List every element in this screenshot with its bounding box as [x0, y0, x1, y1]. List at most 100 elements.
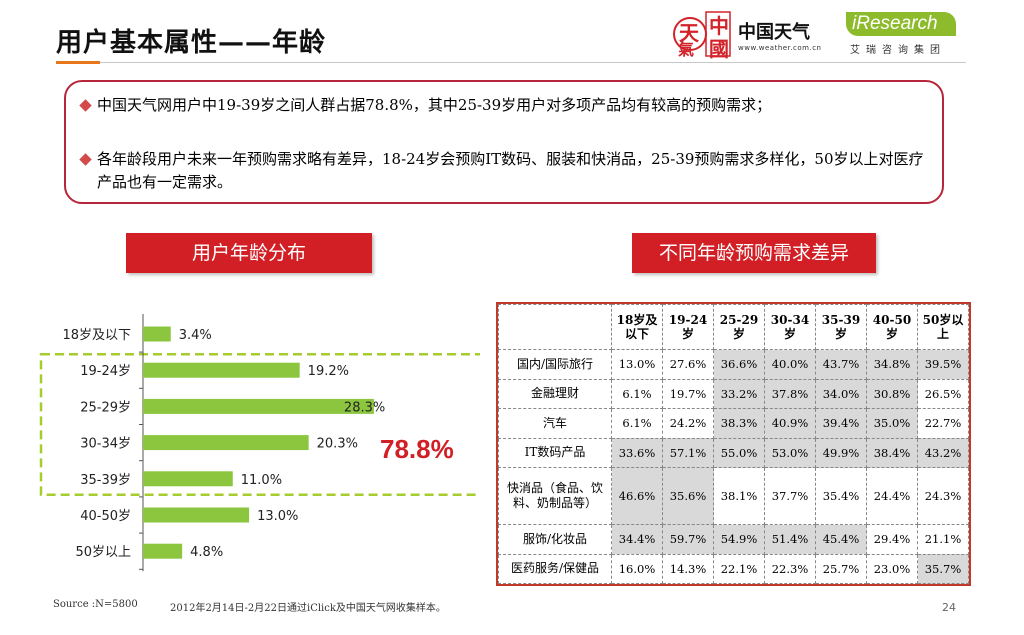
value-label: 4.8%	[190, 545, 223, 560]
highlight-box	[39, 352, 480, 497]
table-cell: 38.1%	[713, 467, 765, 525]
source-detail: 2012年2月14日-2月22日通过iClick及中国天气网收集样本。	[170, 603, 446, 614]
category-label: 18岁及以下	[62, 328, 131, 343]
seal-char-zhong: 中	[709, 14, 729, 38]
weather-logo: 天 中 氣 國 中国天气 www.weather.com.cn	[672, 8, 832, 61]
table-row: 金融理财 6.1% 19.7% 33.2% 37.8% 34.0% 30.8% 26.5%	[498, 378, 969, 409]
bullet-icon	[79, 99, 92, 112]
table-cell: 27.6%	[662, 349, 714, 380]
age-distribution-label: 用户年龄分布	[126, 233, 372, 273]
bullet-icon	[79, 153, 92, 166]
value-label: 3.4%	[179, 328, 212, 343]
table-cell: 37.8%	[764, 378, 816, 409]
table-column-header: 19-24岁	[662, 304, 714, 350]
table-row-label: 汽车	[498, 408, 612, 439]
table-row-label: 快消品（食品、饮料、奶制品等）	[498, 467, 612, 525]
table-column-header: 50岁以上	[917, 304, 969, 350]
table-cell: 40.0%	[764, 349, 816, 380]
seal-char-tian: 天	[679, 21, 699, 45]
table-cell: 29.4%	[866, 524, 918, 555]
table-cell: 19.7%	[662, 378, 714, 409]
value-label: 28.3%	[344, 400, 385, 415]
page-title: 用户基本属性——年龄	[56, 28, 327, 58]
table-cell: 6.1%	[611, 378, 663, 409]
table-row: 汽车 6.1% 24.2% 38.3% 40.9% 39.4% 35.0% 22.7%	[498, 408, 969, 439]
table-row: 医药服务/保健品 16.0% 14.3% 22.1% 22.3% 25.7% 23.0% 35…	[498, 553, 969, 584]
summary-bullet-text: 中国天气网用户中19-39岁之间人群占据78.8%，其中25-39岁用户对多项产…	[97, 96, 772, 114]
table-cell: 16.0%	[611, 553, 663, 584]
table-row: 快消品（食品、饮料、奶制品等） 46.6% 35.6% 38.1% 37.7% 35.4%…	[498, 467, 969, 525]
table-cell: 39.4%	[815, 408, 867, 439]
seal-char-qi: 氣	[678, 40, 695, 59]
iresearch-logo-subtitle: 艾瑞咨询集团	[850, 45, 946, 56]
table-cell: 33.2%	[713, 378, 765, 409]
table-row-label: 服饰/化妆品	[498, 524, 612, 555]
table-cell: 45.4%	[815, 524, 867, 555]
table-cell: 51.4%	[764, 524, 816, 555]
table-cell: 40.9%	[764, 408, 816, 439]
value-label: 13.0%	[257, 509, 298, 524]
page-number: 24	[942, 601, 956, 614]
table-cell: 22.3%	[764, 553, 816, 584]
table-cell: 46.6%	[611, 467, 663, 525]
table-cell: 39.5%	[917, 349, 969, 380]
table-cell: 33.6%	[611, 437, 663, 468]
table-cell: 13.0%	[611, 349, 663, 380]
table-cell: 34.8%	[866, 349, 918, 380]
purchase-demand-table: 18岁及以下 19-24岁 25-29岁 30-34岁 35-39岁 40-50岁 50岁以…	[496, 302, 971, 586]
table-cell: 53.0%	[764, 437, 816, 468]
table-column-header: 40-50岁	[866, 304, 918, 350]
weather-seal-icon: 天 中 氣 國	[672, 8, 732, 61]
purchase-demand-label: 不同年龄预购需求差异	[632, 233, 876, 273]
table-row: 国内/国际旅行 13.0% 27.6% 36.6% 40.0% 43.7% 34.8% 39.…	[498, 349, 969, 380]
bar	[143, 326, 171, 342]
table-cell: 30.8%	[866, 378, 918, 409]
iresearch-logo: iResearch 艾瑞咨询集团	[846, 12, 966, 58]
table-cell: 34.0%	[815, 378, 867, 409]
source-note: Source :N=5800	[53, 599, 138, 610]
table-column-header: 30-34岁	[764, 304, 816, 350]
table-cell: 35.4%	[815, 467, 867, 525]
bar	[143, 471, 233, 487]
table-cell: 57.1%	[662, 437, 714, 468]
bar	[143, 398, 374, 414]
table-cell: 35.0%	[866, 408, 918, 439]
table-column-header: 25-29岁	[713, 304, 765, 350]
table-cell: 38.3%	[713, 408, 765, 439]
table-cell: 43.7%	[815, 349, 867, 380]
table-cell: 23.0%	[866, 553, 918, 584]
value-label: 11.0%	[241, 473, 282, 488]
table-row: 服饰/化妆品 34.4% 59.7% 54.9% 51.4% 45.4% 29.4% 21.1…	[498, 524, 969, 555]
summary-bullet-text: 各年龄段用户未来一年预购需求略有差异，18-24岁会预购IT数码、服装和快消品，…	[97, 150, 924, 191]
table-row: IT数码产品 33.6% 57.1% 55.0% 53.0% 49.9% 38.4% 43.2…	[498, 437, 969, 468]
weather-brand-url: www.weather.com.cn	[738, 44, 822, 52]
table-cell: 54.9%	[713, 524, 765, 555]
summary-bullet: 中国天气网用户中19-39岁之间人群占据78.8%，其中25-39岁用户对多项产…	[79, 94, 930, 117]
highlight-total-label: 78.8%	[380, 434, 454, 464]
category-label: 25-29岁	[80, 400, 131, 415]
seal-char-guo: 國	[709, 37, 729, 61]
table-cell: 36.6%	[713, 349, 765, 380]
bar	[143, 362, 300, 378]
category-label: 40-50岁	[80, 509, 131, 524]
bar	[143, 435, 309, 451]
category-label: 19-24岁	[80, 364, 131, 379]
table-cell: 55.0%	[713, 437, 765, 468]
iresearch-logo-badge	[846, 12, 956, 36]
title-divider	[56, 62, 966, 63]
table-cell: 37.7%	[764, 467, 816, 525]
value-label: 19.2%	[308, 364, 349, 379]
iresearch-logo-text: iResearch	[852, 13, 938, 34]
table-cell: 14.3%	[662, 553, 714, 584]
table-cell: 22.1%	[713, 553, 765, 584]
table-cell: 34.4%	[611, 524, 663, 555]
table-cell: 6.1%	[611, 408, 663, 439]
table-cell: 21.1%	[917, 524, 969, 555]
category-label: 50岁以上	[75, 545, 131, 560]
table-cell: 24.2%	[662, 408, 714, 439]
table-cell: 25.7%	[815, 553, 867, 584]
table-cell: 38.4%	[866, 437, 918, 468]
table-cell: 24.4%	[866, 467, 918, 525]
table-cell: 24.3%	[917, 467, 969, 525]
table-cell: 43.2%	[917, 437, 969, 468]
